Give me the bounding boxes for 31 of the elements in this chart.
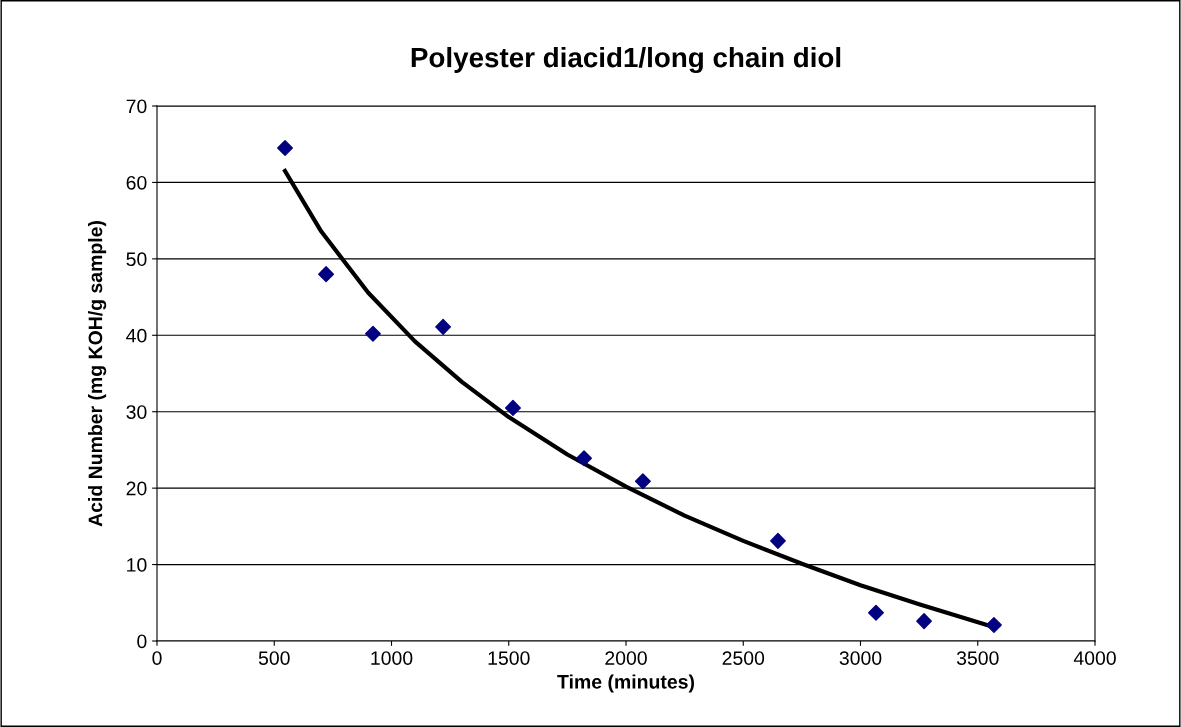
x-tick-label: 1000 (371, 651, 413, 665)
x-tick-label: 500 (258, 651, 290, 665)
x-tick-label: 3500 (956, 651, 999, 665)
y-tick-label: 50 (126, 252, 147, 267)
point (277, 140, 294, 157)
x-tick-label: 2000 (605, 651, 647, 665)
y-tick-label: 10 (127, 558, 147, 572)
point (916, 613, 933, 630)
point (435, 318, 452, 335)
y-tick-label: 0 (137, 634, 147, 649)
y-tick-label: 60 (126, 175, 147, 190)
point (769, 532, 786, 549)
x-axis-title: Time (minutes) (557, 674, 695, 693)
chart-title: Polyester diacid1/long chain diol (411, 46, 841, 73)
x-tick-label: 1500 (488, 651, 530, 665)
point (364, 325, 381, 342)
point (985, 616, 1002, 633)
y-tick-label: 70 (126, 99, 147, 114)
y-tick-label: 40 (126, 328, 147, 343)
point (576, 450, 593, 467)
point (634, 473, 651, 490)
y-tick-label: 30 (126, 405, 147, 419)
y-tick-label: 20 (126, 481, 147, 496)
x-tick-label: 4000 (1073, 651, 1116, 665)
x-tick-label: 3000 (839, 651, 882, 665)
point (867, 604, 884, 621)
x-tick-label: 0 (152, 651, 162, 665)
x-tick-label: 2500 (722, 651, 765, 665)
point (504, 399, 521, 416)
point (318, 266, 335, 283)
y-axis-title: Acid Number (mg KOH/g sample) (88, 221, 107, 527)
